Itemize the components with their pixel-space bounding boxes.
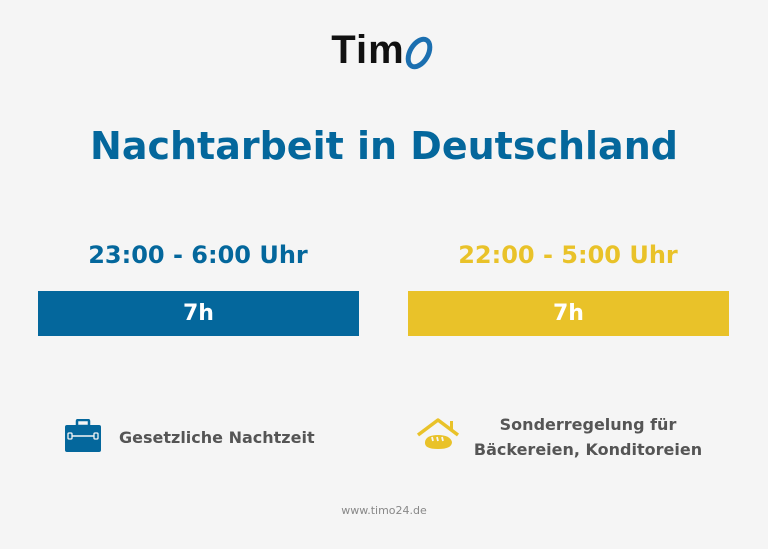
left-label: Gesetzliche Nachtzeit bbox=[119, 428, 315, 447]
right-label: Sonderregelung für Bäckereien, Konditore… bbox=[470, 412, 706, 462]
right-label-line2: Bäckereien, Konditoreien bbox=[473, 440, 703, 459]
bakery-house-icon bbox=[416, 418, 460, 449]
logo-text: Tim bbox=[331, 28, 405, 72]
right-duration-bar: 7h bbox=[408, 291, 729, 336]
left-time-range: 23:00 - 6:00 Uhr bbox=[88, 241, 308, 269]
logo-o-swoosh-icon bbox=[405, 36, 433, 69]
footer-url: www.timo24.de bbox=[341, 504, 427, 517]
left-duration-bar: 7h bbox=[38, 291, 359, 336]
right-label-line1: Sonderregelung für bbox=[499, 415, 677, 434]
right-time-range: 22:00 - 5:00 Uhr bbox=[458, 241, 678, 269]
briefcase-icon bbox=[65, 419, 101, 452]
logo: Tim bbox=[0, 28, 768, 72]
left-duration: 7h bbox=[183, 301, 214, 326]
page-title: Nachtarbeit in Deutschland bbox=[90, 124, 678, 168]
right-duration: 7h bbox=[553, 301, 584, 326]
